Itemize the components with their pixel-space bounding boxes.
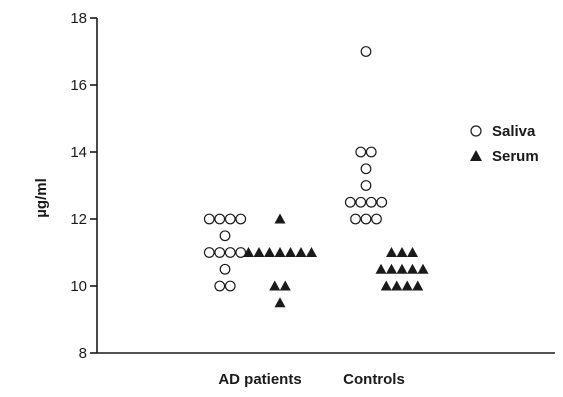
saliva-point xyxy=(360,213,372,225)
saliva-point xyxy=(360,46,372,57)
data-points xyxy=(203,46,429,308)
serum-point xyxy=(264,247,275,257)
legend-label: Saliva xyxy=(492,123,536,140)
saliva-point xyxy=(219,230,231,242)
category-labels: AD patients Controls xyxy=(218,371,405,388)
y-tick-label: 18 xyxy=(70,10,87,27)
saliva-point xyxy=(224,213,236,225)
serum-point xyxy=(401,280,413,291)
saliva-point xyxy=(350,213,361,225)
saliva-point xyxy=(355,146,367,158)
serum-point xyxy=(274,247,286,257)
serum-point xyxy=(396,247,408,257)
serum-point xyxy=(417,263,429,274)
serum-point xyxy=(407,247,418,257)
serum-point xyxy=(274,297,286,308)
saliva-point xyxy=(203,213,215,225)
saliva-point xyxy=(365,146,377,158)
saliva-point xyxy=(214,213,226,225)
serum-point xyxy=(386,263,397,274)
y-axis-title: µg/ml xyxy=(33,178,50,217)
serum-point xyxy=(396,263,408,274)
y-tick-label: 14 xyxy=(70,144,87,161)
serum-point xyxy=(375,263,387,274)
serum-point xyxy=(295,247,307,257)
saliva-point xyxy=(224,280,236,292)
saliva-point xyxy=(214,247,226,258)
legend-label: Serum xyxy=(492,148,539,165)
saliva-point xyxy=(360,180,372,191)
y-tick-label: 12 xyxy=(70,211,87,228)
y-tick-label: 16 xyxy=(70,77,87,94)
saliva-point xyxy=(365,196,377,208)
saliva-point xyxy=(344,196,356,208)
saliva-point xyxy=(360,163,372,175)
saliva-point xyxy=(376,196,388,208)
serum-point xyxy=(285,247,296,257)
y-tick-label: 8 xyxy=(79,345,87,362)
serum-point xyxy=(386,247,397,257)
serum-point xyxy=(407,263,418,274)
serum-point xyxy=(412,280,424,291)
y-tick-label: 10 xyxy=(70,278,87,295)
serum-point xyxy=(253,247,265,257)
serum-point xyxy=(306,247,317,257)
serum-point xyxy=(391,280,403,291)
legend-serum-marker xyxy=(470,150,482,161)
x-category-label: AD patients xyxy=(218,371,301,388)
serum-point xyxy=(274,213,286,224)
legend: Saliva Serum xyxy=(470,123,539,165)
x-category-label: Controls xyxy=(343,371,405,388)
legend-saliva-marker xyxy=(470,125,482,137)
serum-point xyxy=(269,280,281,291)
serum-point xyxy=(279,280,291,291)
saliva-point xyxy=(219,263,231,275)
saliva-point xyxy=(235,213,247,225)
axes xyxy=(96,18,555,354)
saliva-point xyxy=(355,196,367,208)
saliva-point xyxy=(224,247,236,258)
saliva-point xyxy=(371,213,382,225)
saliva-point xyxy=(214,280,226,292)
y-ticks: 8 10 12 14 16 18 xyxy=(70,10,97,362)
saliva-point xyxy=(203,247,215,258)
serum-point xyxy=(243,247,254,257)
serum-point xyxy=(380,280,392,291)
